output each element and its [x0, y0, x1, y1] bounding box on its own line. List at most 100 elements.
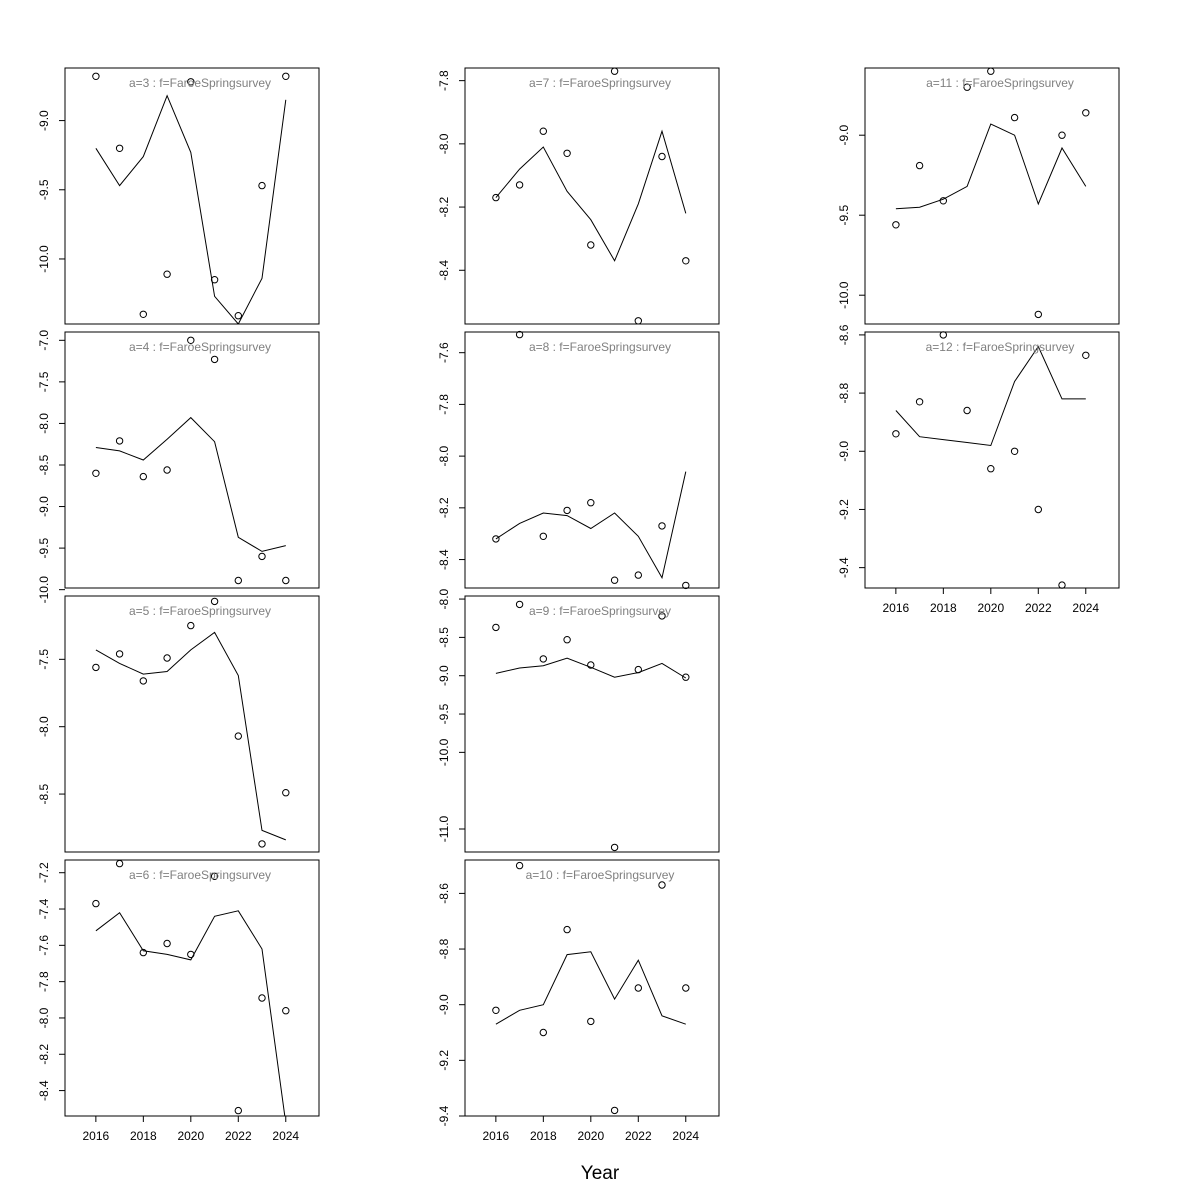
observed-point — [658, 881, 666, 889]
y-tick-label: -7.8 — [437, 70, 451, 91]
panel-7: a=9 : f=FaroeSpringsurvey -11.0 -10.0 -9.5 -… — [437, 588, 720, 853]
observed-point — [210, 597, 219, 606]
observed-point — [987, 465, 995, 473]
fitted-line — [895, 345, 1086, 447]
y-tick-label: -8.6 — [837, 324, 851, 345]
y-tick-label: -9.0 — [37, 496, 51, 517]
observed-point — [163, 270, 171, 278]
x-tick-label: 2018 — [930, 601, 957, 615]
panels: a=3 : f=FaroeSpringsurvey-10.0-9.5-9.0a=… — [37, 67, 1120, 1143]
y-tick-label: -10.0 — [37, 576, 51, 604]
observed-point — [515, 330, 524, 339]
observed-point — [563, 506, 571, 515]
y-tick-label: -8.8 — [837, 382, 851, 403]
x-axis: 2016 2018 2020 2022 2024 — [483, 1116, 699, 1143]
panel-title: a=9 : f=FaroeSpringsurvey — [529, 604, 671, 618]
observed-point — [634, 984, 642, 992]
observed-point — [258, 181, 266, 190]
y-tick-label: -8.6 — [437, 883, 451, 904]
fitted-line — [495, 951, 686, 1025]
observed-point — [282, 576, 290, 585]
observed-point — [115, 144, 124, 153]
observed-point — [210, 872, 219, 880]
x-tick-label: 2020 — [177, 1129, 204, 1143]
panel-title: a=12 : f=FaroeSpringsurvey — [926, 340, 1075, 354]
panel-6: a=8 : f=FaroeSpringsurvey -8.4 -8.2 -8.0 -7.… — [437, 330, 720, 590]
observed-point — [115, 859, 124, 868]
observed-point — [915, 161, 924, 170]
observed-point — [234, 732, 243, 740]
observed-point — [610, 843, 619, 852]
plot-frame — [464, 67, 720, 325]
observed-point — [682, 673, 690, 681]
observed-point — [963, 83, 971, 91]
observed-point — [234, 1106, 243, 1115]
x-tick-label: 2018 — [130, 1129, 157, 1143]
plot-frame — [64, 595, 320, 853]
fitted-line — [95, 631, 286, 841]
observed-point — [492, 1006, 500, 1014]
fitted-line — [95, 416, 286, 552]
y-tick-label: -8.4 — [437, 260, 451, 281]
observed-point — [634, 317, 642, 325]
observed-point — [139, 677, 148, 685]
observed-point — [515, 861, 524, 870]
y-tick-label: -9.0 — [437, 994, 451, 1015]
y-tick-label: -8.0 — [437, 133, 451, 154]
observed-point — [634, 665, 642, 674]
x-tick-label: 2024 — [1072, 601, 1099, 615]
observed-point — [563, 149, 571, 158]
y-tick-label: -7.2 — [37, 862, 51, 883]
fitted-line — [895, 123, 1087, 210]
observed-point — [492, 623, 500, 632]
observed-point — [658, 612, 666, 620]
observed-point — [492, 535, 500, 543]
x-tick-label: 2022 — [625, 1129, 652, 1143]
y-tick-label: -8.8 — [437, 938, 451, 959]
panel-9: a=11 : f=FaroeSpringsurvey -10.0 -9.5 -9.0 — [837, 67, 1120, 325]
panel-5: a=7 : f=FaroeSpringsurvey -8.4 -8.2 -8.0 -7.… — [437, 67, 720, 325]
y-tick-label: -8.0 — [37, 1007, 51, 1028]
observed-point — [1010, 447, 1019, 455]
observed-point — [892, 430, 900, 438]
panel-title: a=8 : f=FaroeSpringsurvey — [529, 340, 671, 354]
observed-point — [1082, 109, 1090, 117]
plot-frame — [64, 859, 320, 1117]
observed-point — [987, 67, 995, 75]
y-tick-label: -8.0 — [437, 588, 451, 609]
panel-title: a=7 : f=FaroeSpringsurvey — [529, 76, 671, 90]
observed-point — [210, 355, 219, 364]
x-tick-label: 2016 — [483, 1129, 510, 1143]
y-tick-label: -8.0 — [37, 716, 51, 737]
observed-point — [963, 406, 971, 415]
panel-10: a=12 : f=FaroeSpringsurvey -9.4 -9.2 -9.0 -8… — [837, 324, 1120, 615]
panel-title: a=3 : f=FaroeSpringsurvey — [129, 76, 271, 90]
observed-point — [515, 181, 524, 189]
observed-point — [92, 469, 100, 477]
observed-point — [187, 621, 195, 630]
observed-point — [634, 571, 642, 579]
y-tick-label: -11.0 — [437, 815, 451, 842]
plot-frame — [464, 859, 720, 1117]
observed-point — [210, 276, 219, 284]
fitted-line — [495, 657, 687, 679]
y-tick-label: -8.2 — [437, 196, 451, 217]
y-tick-label: -7.6 — [437, 342, 451, 363]
x-tick-label: 2016 — [83, 1129, 110, 1143]
panel-title: a=6 : f=FaroeSpringsurvey — [129, 868, 271, 882]
observed-point — [163, 466, 171, 474]
plot-frame — [464, 331, 720, 589]
plot-frame — [864, 67, 1120, 325]
y-tick-label: -9.5 — [437, 703, 451, 724]
observed-point — [92, 72, 100, 81]
fitted-line — [95, 910, 286, 1116]
observed-point — [892, 221, 900, 229]
observed-point — [515, 600, 524, 609]
y-tick-label: -7.0 — [37, 330, 51, 351]
panel-1: a=3 : f=FaroeSpringsurvey -10.0 -9.5 -9.0 — [37, 67, 320, 325]
plot-frame — [864, 331, 1120, 589]
fitted-line — [495, 471, 687, 580]
observed-point — [139, 310, 148, 318]
x-tick-label: 2022 — [1025, 601, 1052, 615]
